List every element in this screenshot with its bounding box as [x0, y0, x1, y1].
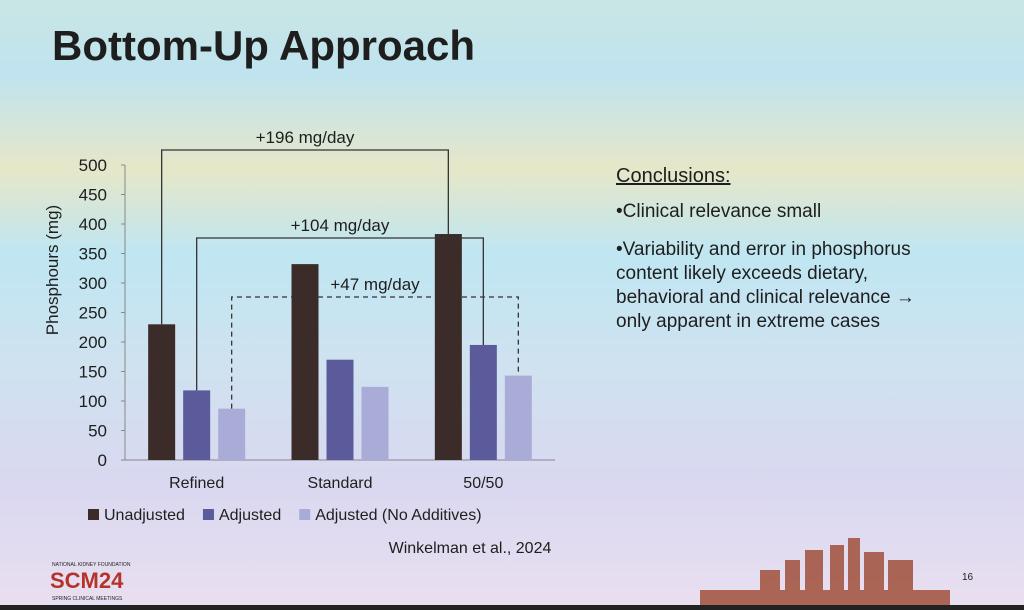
bar [361, 386, 389, 460]
bar [218, 408, 246, 460]
y-tick-label: 250 [79, 304, 107, 323]
y-tick-label: 150 [79, 363, 107, 382]
annotation: +196 mg/day [256, 128, 355, 147]
y-tick-label: 400 [79, 215, 107, 234]
bar [469, 344, 497, 460]
annotation: +47 mg/day [330, 275, 420, 294]
annotation: +104 mg/day [291, 216, 390, 235]
legend-swatch [299, 509, 311, 520]
legend-swatch [202, 509, 214, 520]
chart-title: Bottom-Up Approach [52, 22, 475, 69]
legend-label: Unadjusted [104, 507, 185, 524]
bracket [161, 149, 449, 325]
bar [148, 324, 176, 460]
bracket [196, 237, 484, 391]
x-tick-label: Refined [169, 475, 224, 492]
bullet: •Variability and error in phosphorus con… [616, 239, 915, 332]
bar [183, 390, 211, 460]
conclusions-heading: Conclusions: [616, 165, 731, 187]
bar [326, 359, 354, 460]
page-number: 16 [962, 572, 974, 583]
logo-org: NATIONAL KIDNEY FOUNDATION [52, 562, 131, 568]
y-axis-label: Phosphours (mg) [43, 205, 62, 335]
citation: Winkelman et al., 2024 [389, 540, 552, 557]
y-tick-label: 350 [79, 245, 107, 264]
logo-subtitle: SPRING CLINICAL MEETINGS [52, 596, 123, 602]
bullet: •Clinical relevance small [616, 201, 822, 222]
x-tick-label: 50/50 [463, 475, 503, 492]
y-tick-label: 100 [79, 392, 107, 411]
bullet-text: Variability and error in phosphorus cont… [616, 239, 915, 332]
y-tick-label: 500 [79, 156, 107, 175]
legend-label: Adjusted (No Additives) [315, 507, 481, 524]
bracket [231, 296, 519, 409]
legend-label: Adjusted [219, 507, 281, 524]
y-tick-label: 300 [79, 274, 107, 293]
bullet-text: Clinical relevance small [622, 201, 822, 222]
y-tick-label: 450 [79, 186, 107, 205]
x-tick-label: Standard [308, 475, 373, 492]
bar [291, 264, 319, 460]
bar [504, 375, 532, 460]
legend-swatch [88, 509, 99, 520]
y-tick-label: 200 [79, 333, 107, 352]
skyline [700, 538, 950, 605]
y-tick-label: 0 [98, 451, 107, 470]
bar [434, 234, 462, 460]
logo-name: SCM24 [50, 568, 124, 593]
y-tick-label: 50 [88, 422, 107, 441]
